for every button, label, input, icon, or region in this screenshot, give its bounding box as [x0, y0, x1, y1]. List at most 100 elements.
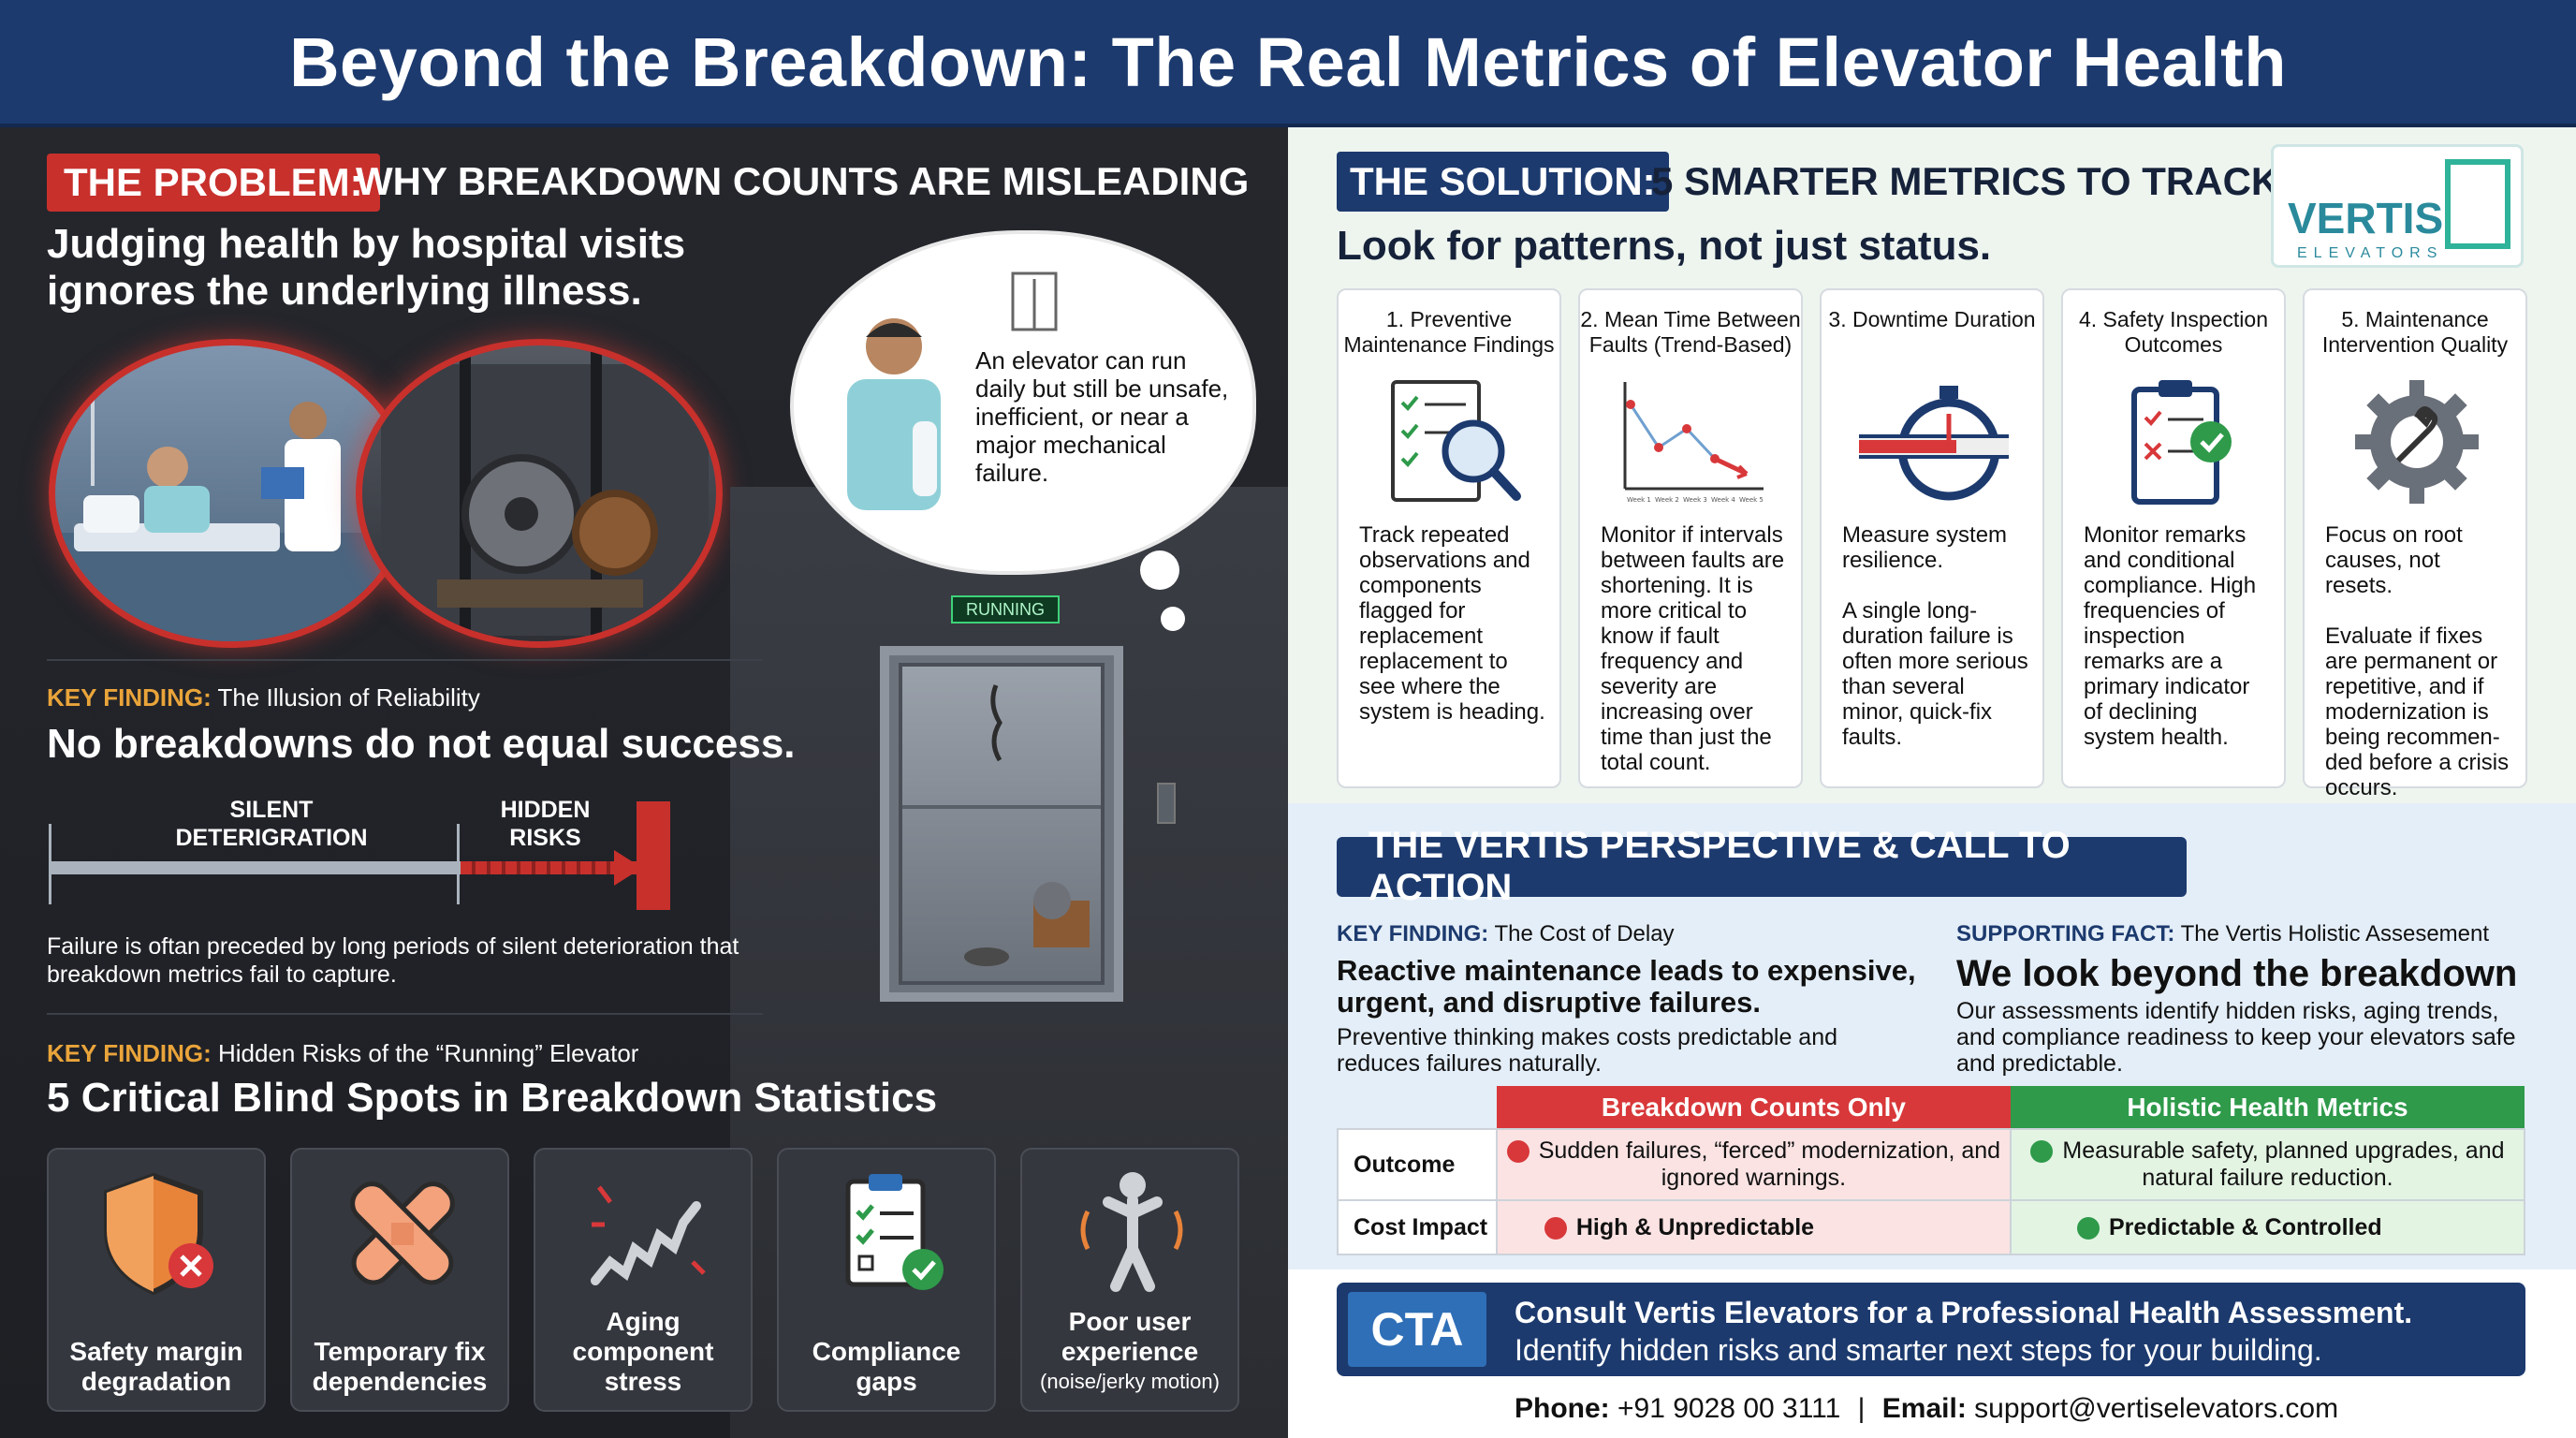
finding1-label: KEY FINDING:: [47, 683, 212, 712]
elevator-icon: [1011, 271, 1058, 331]
patient-figure: [824, 309, 964, 552]
metric-title: 2. Mean Time Between Faults (Trend-Based…: [1580, 307, 1801, 357]
left-heading: Reactive maintenance leads to expensive,…: [1337, 954, 1916, 1019]
divider: [47, 1013, 763, 1015]
metric-description: Monitor remarks and conditional complian…: [2084, 522, 2257, 750]
row-label: Cost Impact: [1337, 1199, 1498, 1255]
finding2-line: KEY FINDING: Hidden Risks of the “Runnin…: [47, 1039, 638, 1068]
contact-line: Phone: +91 9028 00 3111 | Email: support…: [1515, 1393, 2338, 1425]
cta-line-1: Consult Vertis Elevators for a Professio…: [1515, 1296, 2413, 1329]
solution-heading: 5 SMARTER METRICS TO TRACK: [1651, 159, 2280, 203]
logo-mark: [2445, 159, 2510, 249]
silent-deterioration-bar: [49, 861, 461, 874]
solution-tag: THE SOLUTION:: [1337, 152, 1669, 212]
metric-card-5: 5. Maintenance Intervention Quality Focu…: [2303, 288, 2527, 800]
chart-week-label: Week 2: [1655, 496, 1679, 504]
rusted-machinery-illustration: [356, 339, 723, 648]
page-title: Beyond the Breakdown: The Real Metrics o…: [289, 22, 2287, 101]
cell-good-text: Measurable safety, planned upgrades, and…: [2062, 1137, 2505, 1191]
shield-x-icon: [104, 1172, 213, 1296]
blindspot-card-user-experience: Poor user experience (noise/jerky motion): [1020, 1148, 1239, 1412]
col-header-holistic: Holistic Health Metrics: [2010, 1086, 2525, 1129]
email-address[interactable]: support@vertiselevators.com: [1974, 1393, 2339, 1424]
shaking-person-icon: [1080, 1172, 1183, 1292]
chart-week-label: Week 3: [1683, 496, 1707, 504]
metric-title: 3. Downtime Duration: [1828, 307, 2036, 331]
problem-heading: WHY BREAKDOWN COUNTS ARE MISLEADING: [356, 159, 1250, 203]
blindspot-card-temporary-fix: Temporary fix dependencies: [290, 1148, 509, 1412]
bar-tick: [457, 824, 460, 904]
blindspot-label: Poor user experience (noise/jerky motion): [1022, 1307, 1237, 1397]
left-finding-line: KEY FINDING: The Cost of Delay: [1337, 921, 1675, 947]
metric-description: Focus on root causes, not resets. Evalua…: [2325, 522, 2510, 800]
right-fact-title: The Vertis Holistic Assesement: [2180, 921, 2490, 946]
finding1-title: The Illusion of Reliability: [217, 683, 480, 712]
bar-tick: [49, 824, 51, 904]
blindspot-card-compliance: Compliance gaps: [777, 1148, 996, 1412]
cta-banner[interactable]: [1337, 1283, 2525, 1376]
right-fact-line: SUPPORTING FACT: The Vertis Holistic Ass…: [1956, 921, 2489, 947]
spring-icon: [591, 1185, 706, 1285]
blindspot-label: Compliance gaps: [812, 1337, 961, 1396]
finding1-statement: No breakdowns do not equal success.: [47, 721, 796, 767]
green-dot-icon: [2030, 1140, 2054, 1164]
problem-tag: THE PROBLEM:: [47, 154, 380, 212]
left-finding-title: The Cost of Delay: [1494, 921, 1675, 946]
checklist-magnifier-icon: [1391, 380, 1521, 502]
solution-subheading: Look for patterns, not just status.: [1337, 223, 1992, 269]
metric-description: Measure system resilience. A single long…: [1842, 522, 2028, 750]
cell-bad: Sudden failures, “ferced” modernization,…: [1495, 1128, 2012, 1201]
phone-number[interactable]: +91 9028 00 3111: [1617, 1393, 1841, 1424]
bar-label-silent: SILENT DETERIGRATION: [175, 797, 368, 851]
table-corner: [1338, 1086, 1497, 1129]
hidden-risks-bar: [461, 861, 638, 874]
elevator-cab: [899, 663, 1105, 985]
hospital-illustration: [49, 339, 414, 648]
problem-subheading: Judging health by hospital visits ignore…: [47, 221, 686, 314]
col-header-breakdown: Breakdown Counts Only: [1496, 1086, 2011, 1129]
right-body: Our assessments identify hidden risks, a…: [1956, 998, 2516, 1077]
blindspot-label-main: Poor user experience: [1061, 1307, 1199, 1366]
cell-good: Measurable safety, planned upgrades, and…: [2009, 1128, 2526, 1201]
blindspot-card-safety: Safety margin degradation: [47, 1148, 266, 1412]
right-fact-label: SUPPORTING FACT:: [1956, 921, 2175, 946]
call-button-panel: [1157, 783, 1176, 824]
metric-card-3: 3. Downtime Duration Measure system resi…: [1820, 288, 2044, 788]
logo-subtext: ELEVATORS: [2297, 245, 2444, 261]
thought-dot-small: [1161, 607, 1185, 631]
chart-week-label: Week 5: [1739, 496, 1764, 504]
email-label: Email:: [1881, 1393, 1967, 1424]
perspective-tag: THE VERTIS PERSPECTIVE & CALL TO ACTION: [1337, 825, 2187, 908]
blindspot-label: Safety margin degradation: [69, 1337, 243, 1396]
bandage-icon: [350, 1181, 455, 1285]
cell-good: Predictable & Controlled: [2009, 1199, 2526, 1255]
blindspot-card-aging: Aging component stress: [534, 1148, 753, 1412]
cell-bad-text: Sudden failures, “ferced” modernization,…: [1538, 1137, 2001, 1191]
clipboard-check-icon: [845, 1174, 944, 1290]
running-sign: RUNNING: [951, 595, 1060, 624]
bar-note: Failure is oftan preceded by long period…: [47, 933, 739, 988]
blindspot-label: Temporary fix dependencies: [312, 1337, 488, 1396]
contact-separator: |: [1857, 1393, 1866, 1424]
right-heading: We look beyond the breakdown: [1956, 953, 2518, 994]
gear-wrench-icon: [2355, 380, 2479, 504]
metric-title: 1. Preventive Maintenance Findings: [1343, 307, 1555, 357]
metric-card-2: 2. Mean Time Between Faults (Trend-Based…: [1578, 288, 1803, 788]
thought-dot-large: [1140, 550, 1179, 590]
comparison-table: Breakdown Counts Only Holistic Health Me…: [1337, 1086, 2526, 1255]
red-dot-icon: [1506, 1140, 1530, 1164]
failure-wall: [637, 801, 670, 910]
row-label: Outcome: [1337, 1128, 1498, 1201]
red-dot-icon: [1544, 1216, 1567, 1240]
logo-word: VERTIS: [2288, 194, 2444, 242]
table-row: Cost Impact High & Unpredictable Predict…: [1337, 1199, 2526, 1255]
left-finding-label: KEY FINDING:: [1337, 921, 1489, 946]
cta-badge: CTA: [1348, 1292, 1486, 1367]
trend-chart-icon: Week 1 Week 2 Week 3 Week 4 Week 5: [1623, 382, 1764, 504]
table-row: Outcome Sudden failures, “ferced” modern…: [1337, 1128, 2526, 1201]
finding1-line: KEY FINDING: The Illusion of Reliability: [47, 683, 480, 712]
divider: [47, 659, 763, 661]
metric-title: 5. Maintenance Intervention Quality: [2321, 307, 2509, 357]
cell-good-text: Predictable & Controlled: [2108, 1213, 2382, 1240]
cta-line-2: Identify hidden risks and smarter next s…: [1515, 1333, 2322, 1367]
